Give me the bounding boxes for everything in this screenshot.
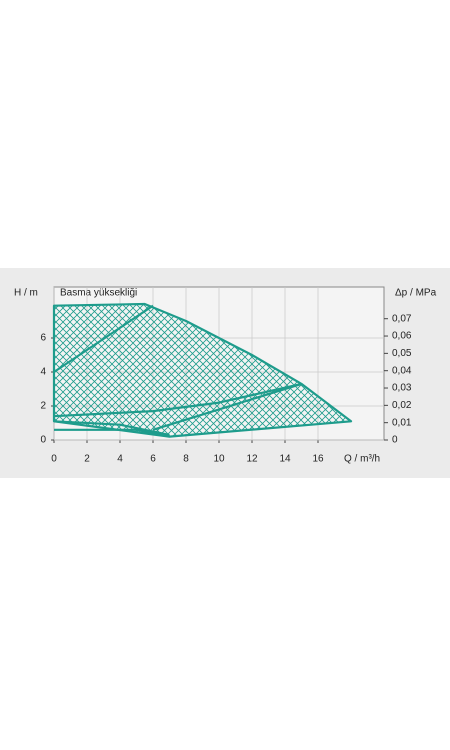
- curve: [54, 428, 170, 438]
- x-tick-label: 6: [150, 454, 156, 465]
- x-tick-label: 16: [312, 454, 324, 465]
- y-tick-label: 4: [40, 367, 46, 378]
- y-tick-label: 6: [40, 333, 46, 344]
- x-tick-label: 2: [84, 454, 90, 465]
- x-tick-label: 8: [183, 454, 189, 465]
- chart-title: Basma yüksekliği: [60, 288, 137, 299]
- y2-tick-label: 0,04: [392, 365, 412, 376]
- y2-tick-label: 0: [392, 435, 398, 446]
- x-tick-label: 0: [51, 454, 57, 465]
- y2-tick-label: 0,06: [392, 331, 412, 342]
- y-tick-label: 0: [40, 435, 46, 446]
- x-axis-label: Q / m³/h: [344, 454, 380, 465]
- y2-tick-label: 0,05: [392, 348, 412, 359]
- y2-axis-label: Δp / MPa: [395, 288, 437, 299]
- x-tick-label: 12: [246, 454, 258, 465]
- x-tick-label: 4: [117, 454, 123, 465]
- curve: [53, 382, 302, 418]
- y2-tick-label: 0,01: [392, 417, 412, 428]
- y2-tick-label: 0,02: [392, 400, 412, 411]
- x-tick-label: 10: [213, 454, 225, 465]
- curve: [152, 382, 302, 431]
- x-tick-label: 14: [279, 454, 291, 465]
- curve: [53, 420, 170, 436]
- y-tick-label: 2: [40, 401, 46, 412]
- y-axis-label: H / m: [14, 288, 38, 299]
- y2-tick-label: 0,03: [392, 383, 412, 394]
- y2-tick-label: 0,07: [392, 313, 412, 324]
- curve: [53, 304, 154, 373]
